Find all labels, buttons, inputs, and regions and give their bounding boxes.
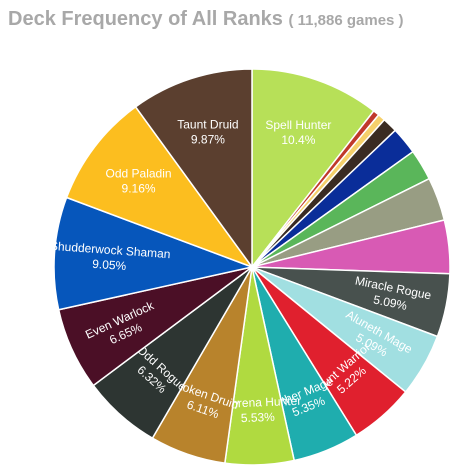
chart-title-text: Deck Frequency of All Ranks	[8, 8, 283, 30]
slice-value-kathrena-hunter: 5.53%	[241, 410, 276, 425]
pie-slice-taunt-druid	[134, 68, 253, 268]
slice-value-shudderwock-shaman: 9.05%	[92, 257, 127, 273]
slice-value-miracle-rogue: 5.09%	[372, 292, 408, 312]
slice-value-spell-hunter: 10.4%	[281, 133, 315, 147]
pie-slice-odd-paladin	[65, 106, 253, 268]
pie-slice-spell-hunter	[251, 68, 375, 268]
chart-title: Deck Frequency of All Ranks ( 11,886 gam…	[8, 6, 404, 34]
slice-name-kathrena-hunter: Kathrena Hunter	[213, 394, 302, 411]
chart-subtitle: ( 11,886 games )	[288, 12, 404, 29]
slice-value-odd-paladin: 9.16%	[122, 182, 156, 196]
slice-value-taunt-druid: 9.87%	[191, 132, 225, 146]
slice-name-spell-hunter: Spell Hunter	[265, 118, 331, 132]
slice-name-taunt-druid: Taunt Druid	[177, 117, 238, 131]
pie-slice-shudderwock-shaman	[53, 196, 253, 311]
slice-name-odd-paladin: Odd Paladin	[106, 167, 172, 181]
